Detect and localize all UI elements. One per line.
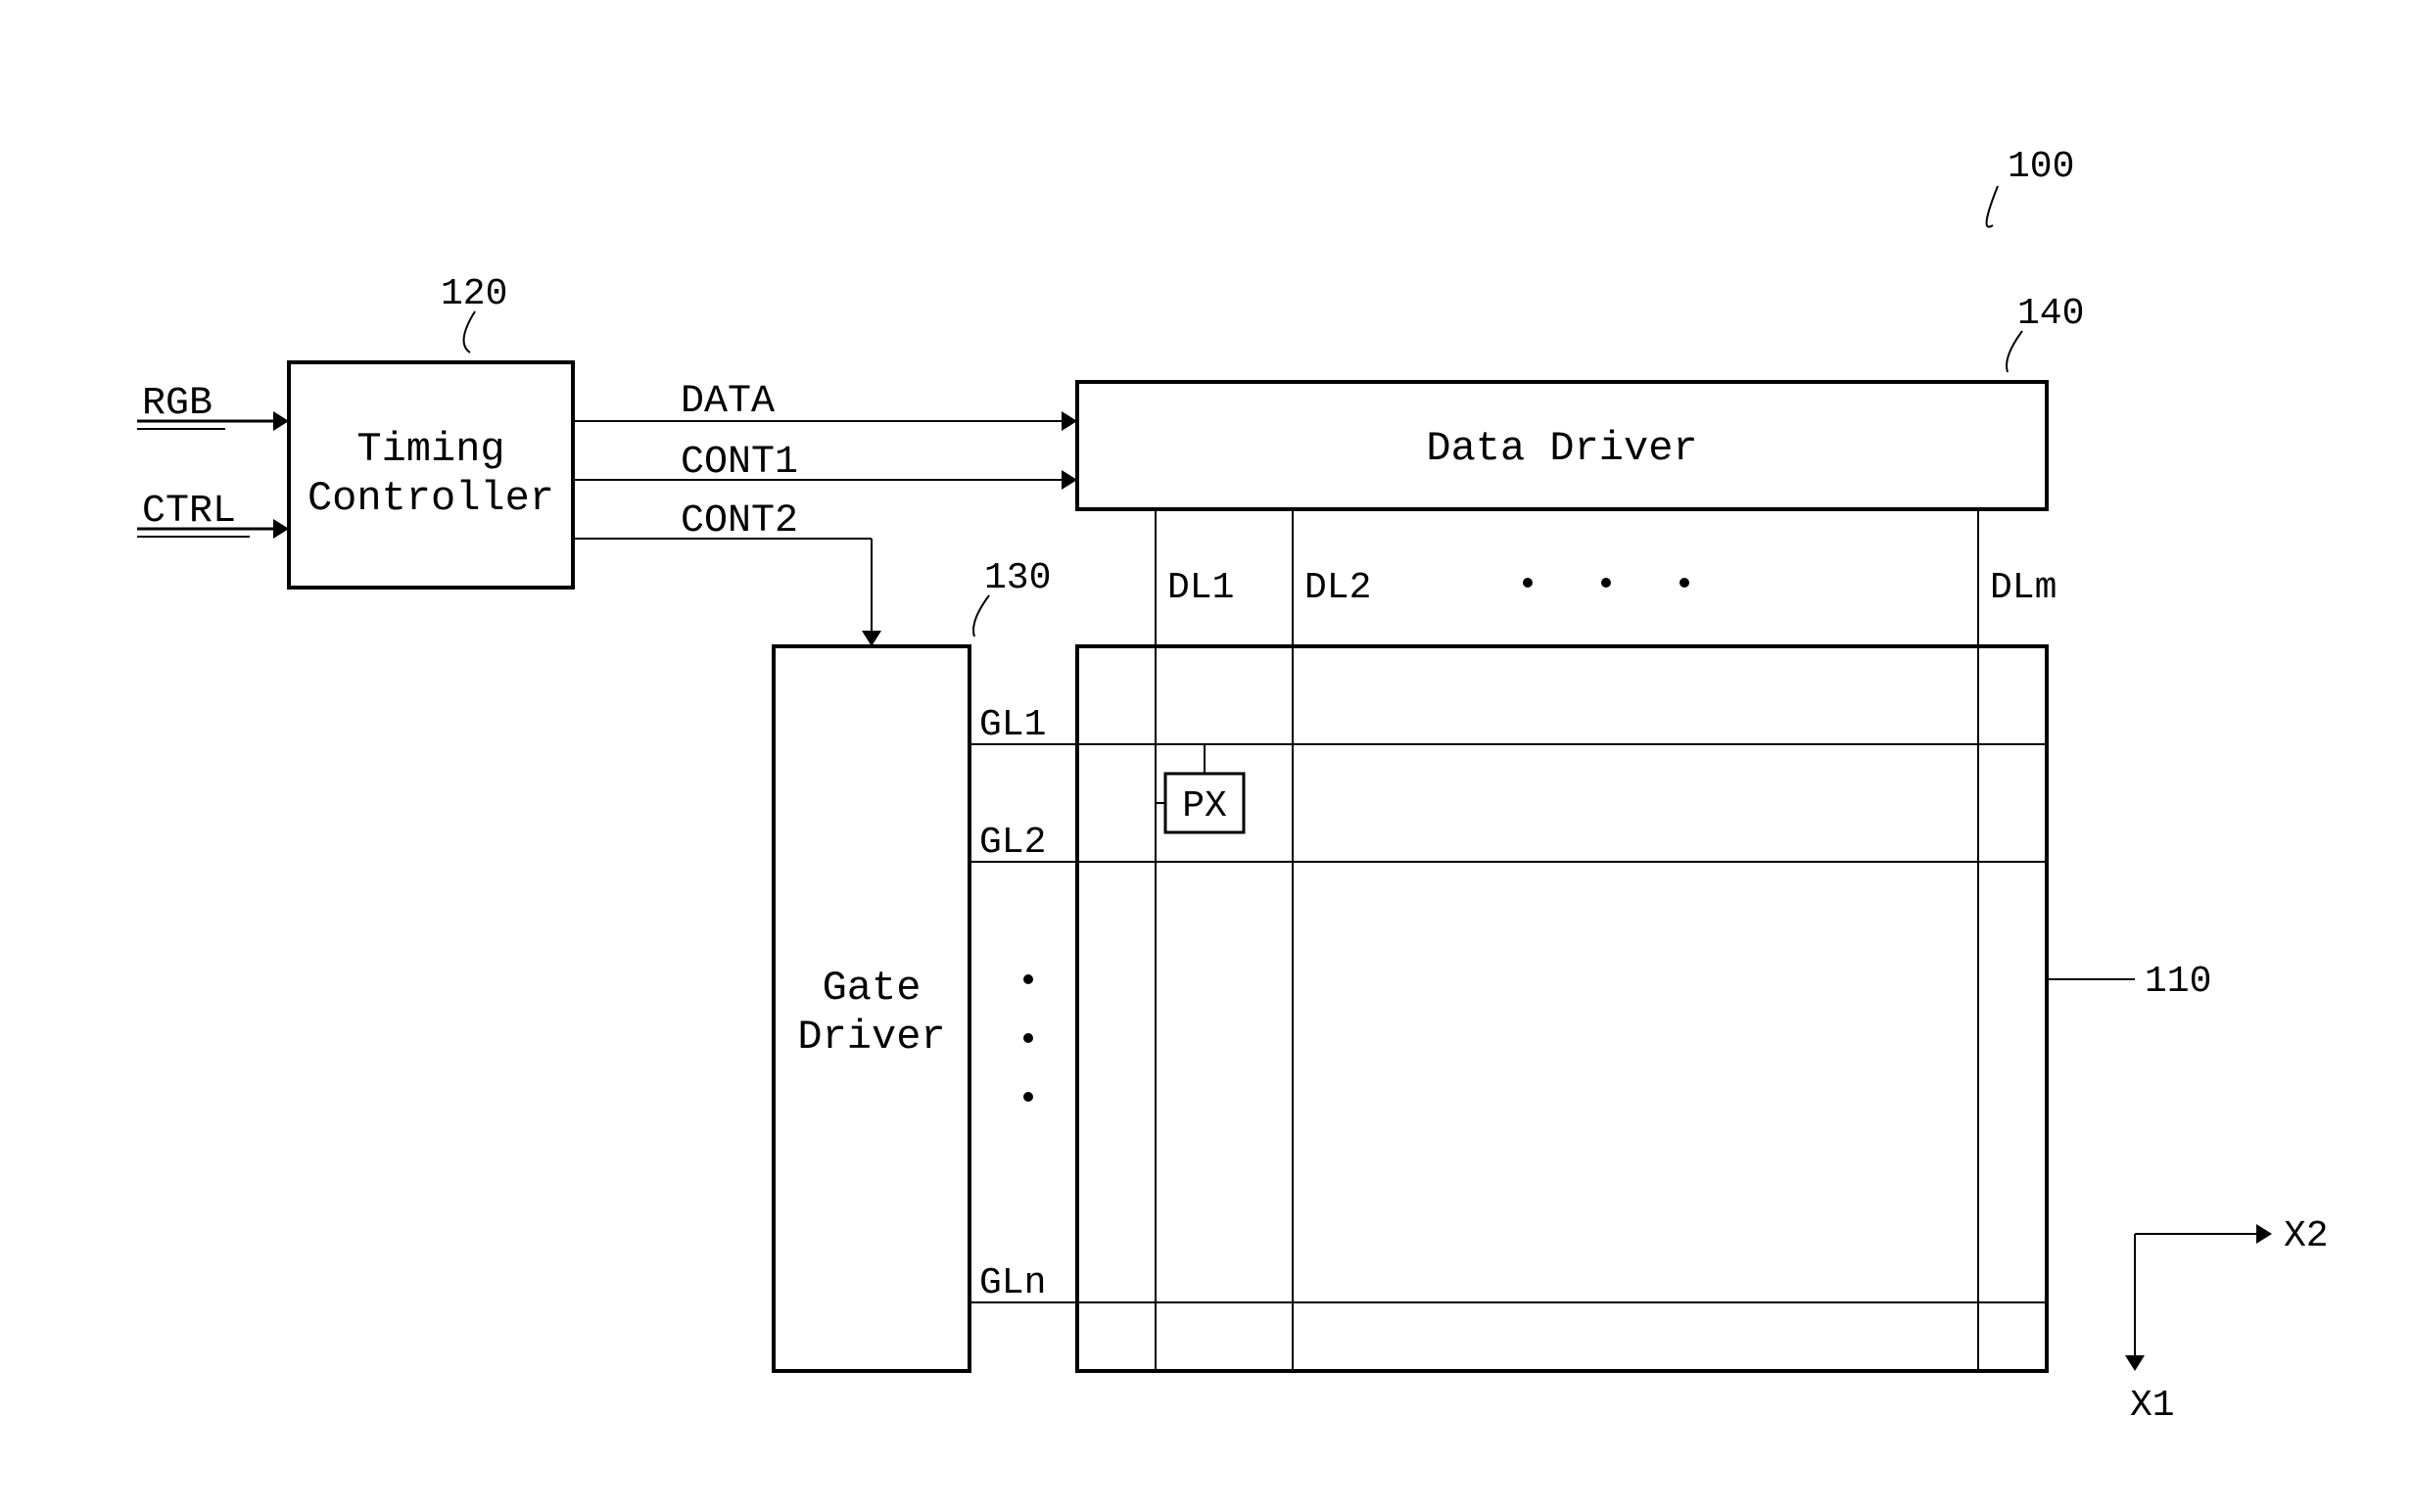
gl1-label: GL1: [979, 704, 1046, 746]
dlm-label: DLm: [1990, 567, 2057, 609]
dl2-label: DL2: [1304, 567, 1371, 609]
ctrl-arrowhead-icon: [273, 519, 289, 539]
ref-110-label: 110: [2145, 961, 2211, 1003]
gl2-label: GL2: [979, 822, 1046, 864]
rgb-arrowhead-icon: [273, 411, 289, 431]
gate-driver-label-2: Driver: [797, 1014, 945, 1061]
data-ellipsis-dot: [1601, 578, 1611, 588]
axis-x1-label: X1: [2130, 1385, 2175, 1427]
data-signal-label: DATA: [681, 380, 775, 424]
ref-120-label: 120: [441, 273, 507, 315]
gate-driver-label-1: Gate: [823, 965, 922, 1012]
ref-120-leader: [464, 311, 475, 353]
axis-x1-arrowhead-icon: [2125, 1355, 2145, 1371]
ref-100-label: 100: [2008, 146, 2074, 188]
dl1-label: DL1: [1167, 567, 1234, 609]
gln-label: GLn: [979, 1262, 1046, 1304]
timing-controller-label-2: Controller: [307, 475, 554, 522]
gate-ellipsis-dot: [1023, 1092, 1033, 1102]
display-panel-box: [1077, 646, 2047, 1371]
gate-ellipsis-dot: [1023, 1033, 1033, 1043]
gate-ellipsis-dot: [1023, 974, 1033, 984]
axis-x2-label: X2: [2284, 1215, 2329, 1257]
timing-controller-label-1: Timing: [356, 426, 504, 473]
px-label: PX: [1182, 785, 1227, 827]
data-ellipsis-dot: [1679, 578, 1689, 588]
cont2-signal-label: CONT2: [681, 499, 798, 543]
axis-x2-arrowhead-icon: [2256, 1224, 2272, 1244]
ref-140-leader: [2007, 331, 2022, 372]
ref-130-label: 130: [984, 557, 1051, 599]
data-arrowhead-icon: [1062, 411, 1077, 431]
ref-130-leader: [973, 595, 989, 637]
data-driver-label: Data Driver: [1426, 425, 1697, 472]
cont2-arrowhead-icon: [862, 631, 881, 646]
rgb-label: RGB: [142, 382, 213, 426]
ref-140-label: 140: [2017, 293, 2084, 335]
ref-100-leader: [1987, 186, 1998, 227]
data-ellipsis-dot: [1523, 578, 1533, 588]
ctrl-label: CTRL: [142, 490, 236, 534]
cont1-arrowhead-icon: [1062, 470, 1077, 490]
cont1-signal-label: CONT1: [681, 441, 798, 485]
